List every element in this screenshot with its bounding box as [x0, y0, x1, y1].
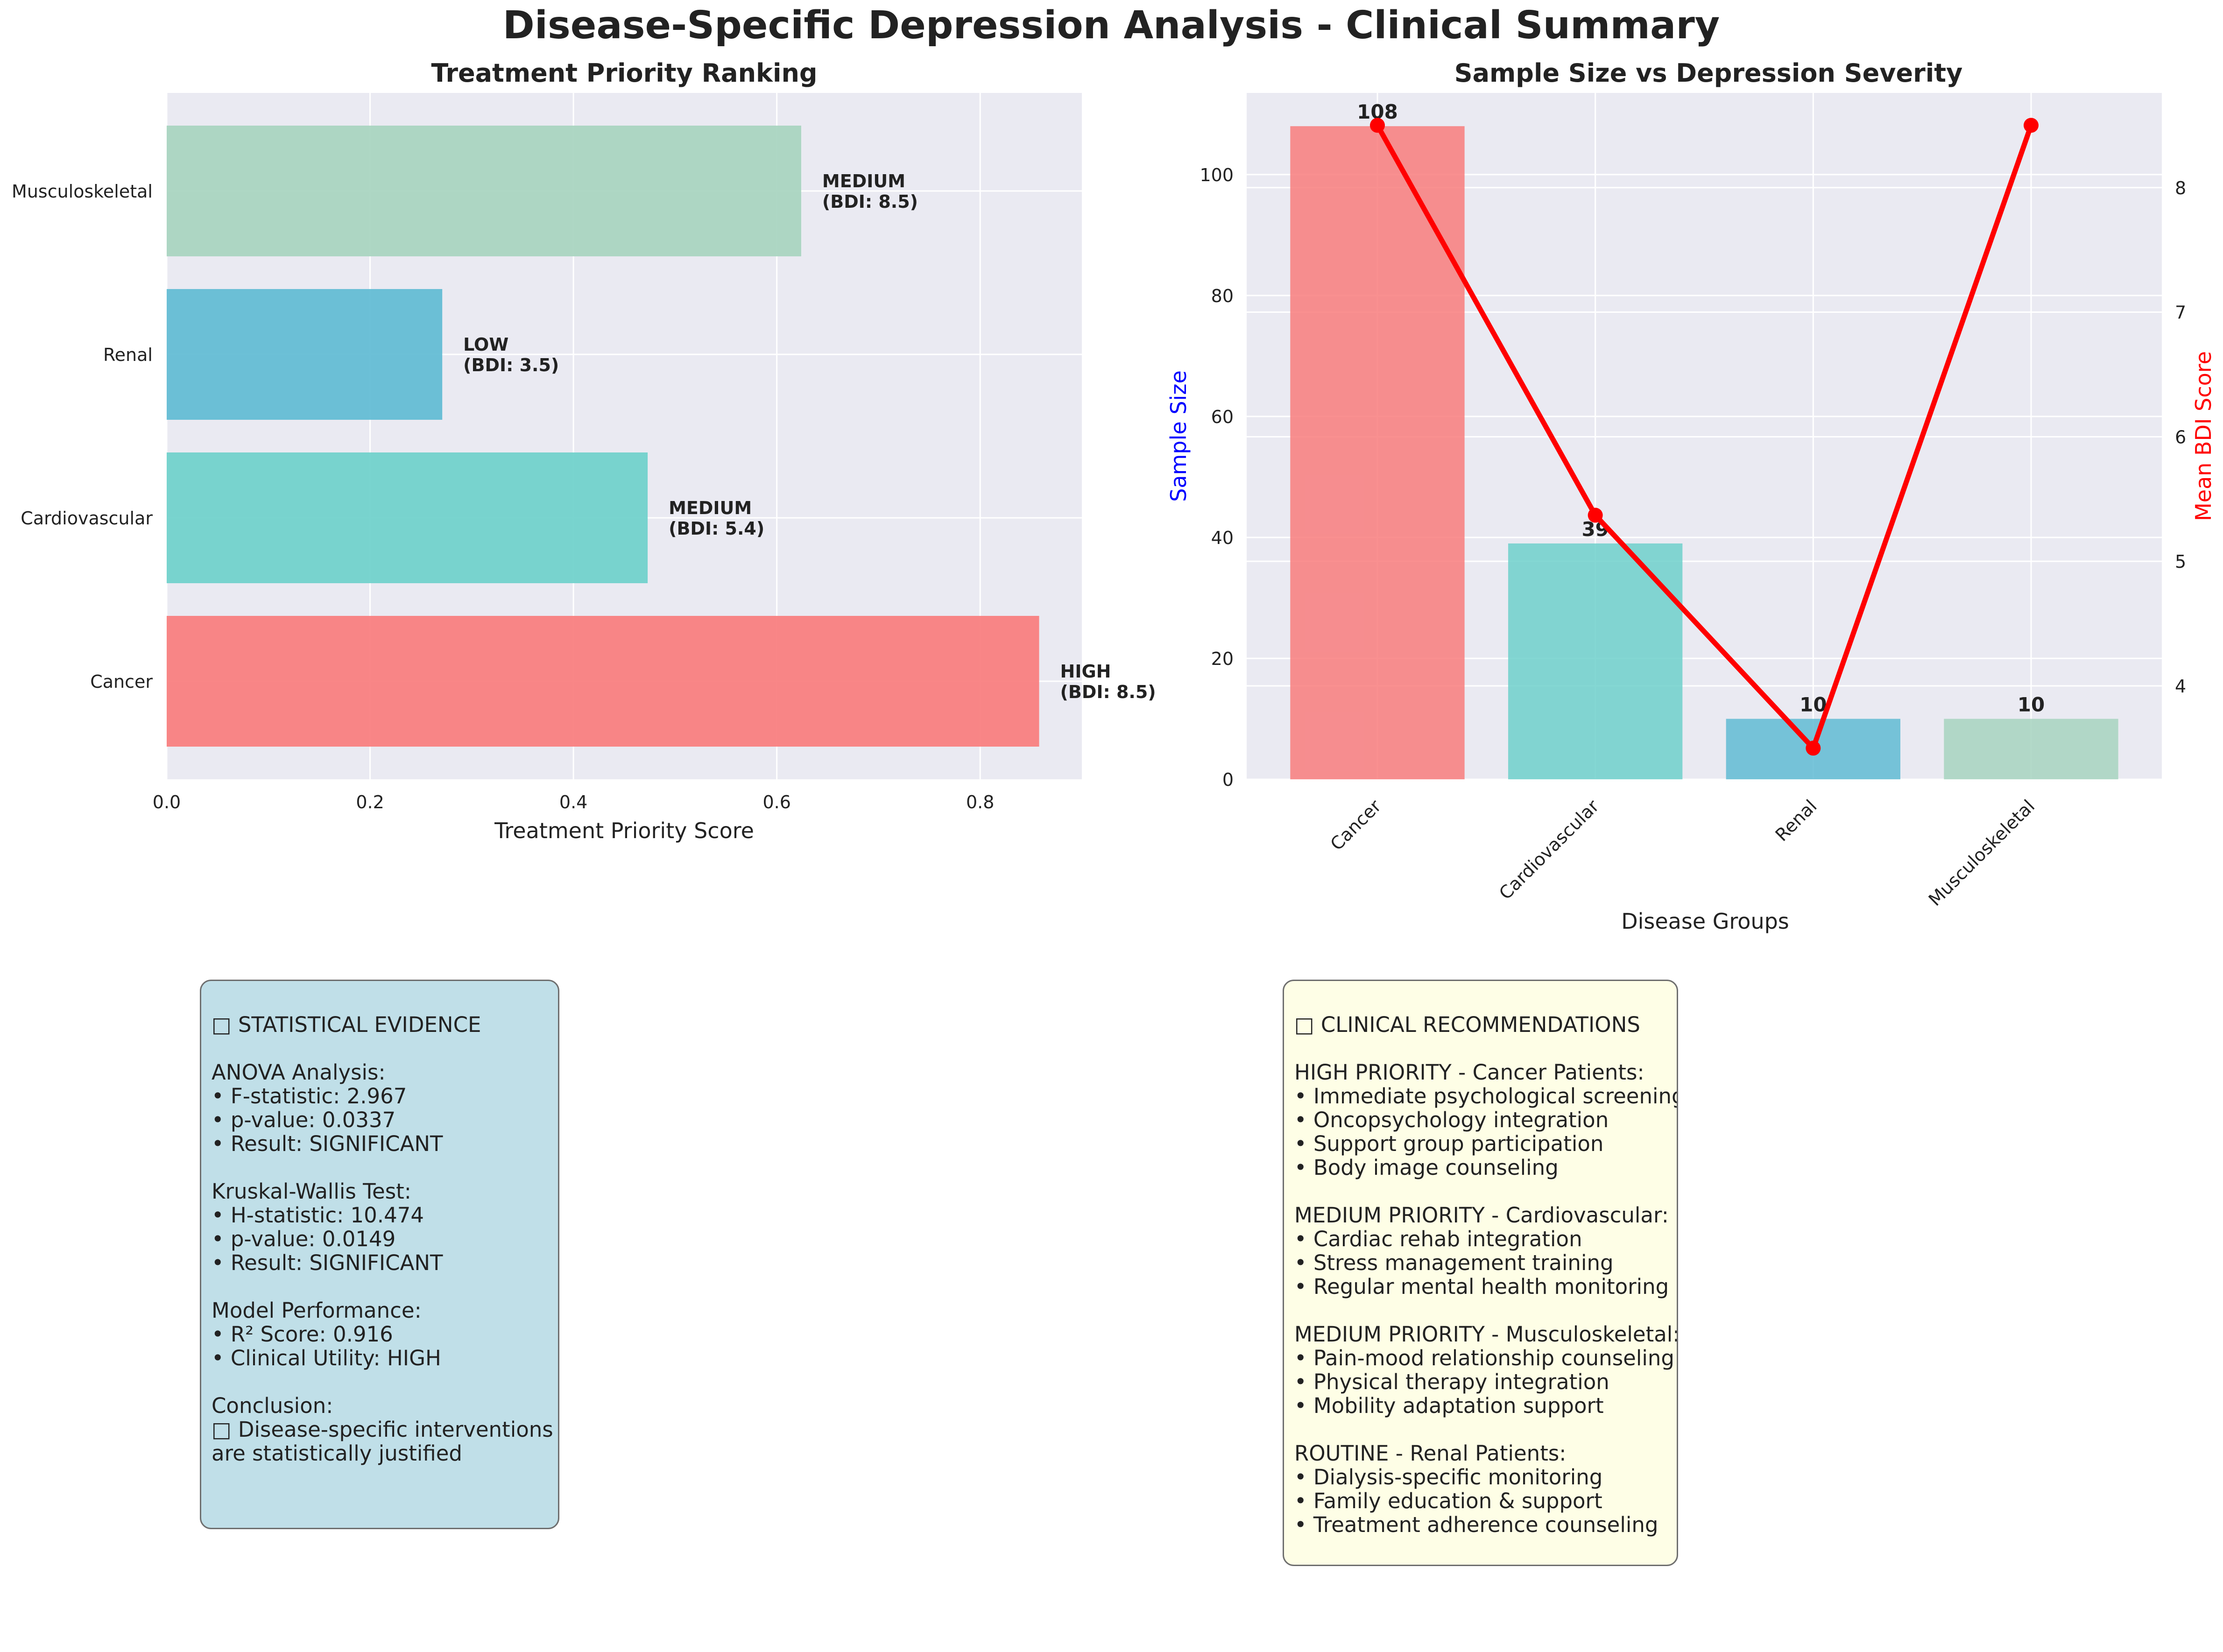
- sample-x-axis-label: Disease Groups: [1621, 909, 1789, 934]
- sample-y-ticks: 0 20 40 60 80 100: [1200, 165, 1234, 790]
- priority-level-label: MEDIUM: [669, 498, 752, 518]
- sample-x-tick-label: Renal: [1771, 796, 1821, 845]
- bdi-line: [1370, 118, 2039, 756]
- priority-x-tick-label: 0.0: [153, 792, 181, 812]
- priority-bdi-label: (BDI: 5.4): [669, 518, 764, 539]
- sample-bar: [1508, 543, 1683, 779]
- sample-y-tick-label: 60: [1211, 407, 1234, 427]
- priority-level-label: HIGH: [1060, 661, 1111, 682]
- sample-x-tick-label: Musculoskeletal: [1925, 796, 2039, 910]
- priority-level-label: MEDIUM: [822, 171, 905, 191]
- sample-x-tick-label: Cardiovascular: [1495, 796, 1603, 904]
- bdi-y-tick-label: 6: [2175, 427, 2186, 447]
- priority-bdi-label: (BDI: 3.5): [463, 355, 559, 375]
- priority-x-tick-label: 0.4: [559, 792, 587, 812]
- priority-level-label: LOW: [463, 334, 508, 355]
- bdi-y-tick-label: 4: [2175, 676, 2186, 697]
- priority-chart-title: Treatment Priority Ranking: [431, 58, 817, 88]
- bdi-y-axis-label: Mean BDI Score: [2191, 351, 2216, 521]
- bdi-y-tick-label: 8: [2175, 178, 2186, 198]
- priority-y-ticks: Cancer Cardiovascular Renal Musculoskeletal: [12, 181, 153, 692]
- priority-x-tick-label: 0.8: [966, 792, 994, 812]
- figure-title: Disease-Specific Depression Analysis - C…: [503, 3, 1720, 48]
- sample-bar: [1290, 126, 1465, 779]
- priority-y-tick-label: Cancer: [90, 671, 153, 692]
- sample-y-tick-label: 20: [1211, 649, 1234, 669]
- bdi-point: [1588, 508, 1603, 523]
- sample-bars: [1290, 126, 2118, 779]
- sample-bar-value-label: 10: [1800, 693, 1827, 716]
- bdi-y-tick-label: 7: [2175, 303, 2186, 323]
- priority-y-tick-label: Cardiovascular: [21, 508, 153, 529]
- sample-bar: [1944, 719, 2118, 779]
- sample-y-tick-label: 100: [1200, 165, 1234, 185]
- bdi-point: [1806, 741, 1821, 756]
- priority-bars: [167, 126, 1039, 747]
- sample-chart-title: Sample Size vs Depression Severity: [1454, 58, 1963, 88]
- priority-y-tick-label: Musculoskeletal: [12, 181, 153, 202]
- sample-y-tick-label: 80: [1211, 286, 1234, 306]
- sample-y-tick-label: 0: [1222, 770, 1234, 790]
- priority-chart: Treatment Priority Ranking HIGH(BDI: 8.5…: [12, 58, 1156, 843]
- bdi-y-tick-label: 5: [2175, 551, 2186, 572]
- sample-y-axis-label: Sample Size: [1166, 370, 1191, 502]
- bdi-y-ticks: 4 5 6 7 8: [2175, 178, 2186, 697]
- priority-bdi-label: (BDI: 8.5): [822, 191, 918, 212]
- sample-bar-value-label: 10: [2018, 693, 2045, 716]
- priority-bar: [167, 452, 648, 583]
- bdi-series-line: [1375, 124, 2034, 751]
- clinical-recommendations-box: □ CLINICAL RECOMMENDATIONS HIGH PRIORITY…: [1283, 980, 1678, 1566]
- bdi-point: [2024, 118, 2039, 133]
- priority-x-tick-label: 0.2: [356, 792, 384, 812]
- priority-bar: [167, 126, 801, 256]
- priority-bar: [167, 616, 1039, 747]
- sample-chart: Sample Size vs Depression Severity 10839…: [1166, 58, 2216, 934]
- priority-y-tick-label: Renal: [103, 345, 153, 365]
- sample-y-tick-label: 40: [1211, 528, 1234, 548]
- priority-bar: [167, 289, 443, 420]
- bdi-point: [1370, 118, 1385, 133]
- priority-x-axis-label: Treatment Priority Score: [494, 818, 754, 843]
- sample-x-ticks: Cancer Cardiovascular Renal Musculoskeletal: [1327, 796, 2039, 910]
- priority-x-ticks: 0.0 0.2 0.4 0.6 0.8: [153, 792, 995, 812]
- sample-x-tick-label: Cancer: [1327, 796, 1385, 854]
- priority-x-tick-label: 0.6: [762, 792, 790, 812]
- priority-bdi-label: (BDI: 8.5): [1060, 682, 1156, 702]
- statistical-evidence-box: □ STATISTICAL EVIDENCE ANOVA Analysis: •…: [200, 980, 559, 1529]
- priority-data-labels: HIGH(BDI: 8.5)MEDIUM(BDI: 5.4)LOW(BDI: 3…: [463, 171, 1156, 702]
